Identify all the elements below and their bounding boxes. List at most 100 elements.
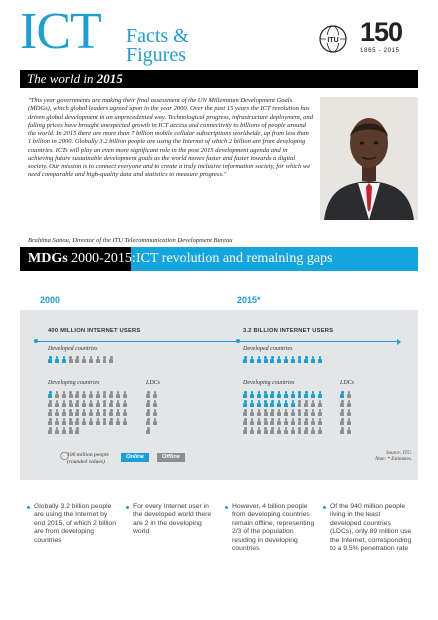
person-online-icon (61, 356, 67, 363)
developing-label-2015: Developing countries (243, 380, 295, 386)
legend-online: Online (121, 453, 149, 462)
person-offline-icon (95, 418, 100, 425)
person-offline-icon (82, 356, 87, 363)
person-offline-icon (250, 409, 255, 416)
person-offline-icon (256, 409, 262, 416)
person-offline-icon (61, 427, 67, 434)
person-online-icon (270, 400, 275, 407)
person-offline-icon (297, 409, 302, 416)
person-online-icon (277, 400, 282, 407)
grid-2000-ldcs (146, 391, 157, 434)
person-offline-icon (311, 427, 316, 434)
person-online-icon (250, 400, 255, 407)
mdg-heading: ICT revolution and remaining gaps (136, 251, 333, 266)
person-online-icon (304, 391, 309, 398)
person-offline-icon (122, 400, 128, 407)
person-offline-icon (82, 391, 87, 398)
person-offline-icon (270, 418, 275, 425)
person-offline-icon (61, 409, 67, 416)
person-online-icon (311, 391, 316, 398)
person-offline-icon (304, 409, 309, 416)
person-offline-icon (55, 400, 60, 407)
person-online-icon (340, 391, 345, 398)
person-online-icon (284, 356, 289, 363)
person-offline-icon (55, 418, 60, 425)
source-text: Source: ITU. (386, 451, 412, 456)
person-offline-icon (61, 400, 67, 407)
person-online-icon (256, 356, 262, 363)
person-online-icon (243, 356, 248, 363)
person-offline-icon (153, 409, 158, 416)
timeline-arrow-icon (397, 338, 401, 345)
person-offline-icon (153, 418, 158, 425)
person-offline-icon (89, 418, 94, 425)
itu-logo-icon: ITU (318, 24, 348, 54)
person-online-icon (297, 391, 302, 398)
person-offline-icon (102, 409, 107, 416)
person-online-icon (243, 391, 248, 398)
person-offline-icon (284, 409, 289, 416)
person-offline-icon (297, 418, 302, 425)
person-online-icon (250, 391, 255, 398)
person-offline-icon (146, 400, 151, 407)
person-offline-icon (250, 427, 255, 434)
person-offline-icon (290, 418, 295, 425)
person-online-icon (263, 391, 268, 398)
person-offline-icon (68, 391, 73, 398)
developed-label-2015: Developed countries (243, 346, 293, 352)
person-offline-icon (284, 418, 289, 425)
person-online-icon (304, 356, 309, 363)
person-offline-icon (250, 418, 255, 425)
person-legend-icon: ◯ (60, 451, 69, 460)
timeline-2015-dot (236, 339, 240, 343)
person-offline-icon (304, 427, 309, 434)
person-offline-icon (122, 409, 128, 416)
person-offline-icon (263, 418, 268, 425)
person-offline-icon (95, 409, 100, 416)
person-offline-icon (317, 427, 323, 434)
users-2000: 400 MILLION INTERNET USERS (48, 328, 141, 334)
person-offline-icon (95, 400, 100, 407)
person-offline-icon (347, 418, 352, 425)
mdg-years-label: MDGs 2000-2015: (20, 247, 136, 271)
person-offline-icon (55, 427, 60, 434)
note-text: Note: * Estimates. (375, 457, 412, 463)
person-online-icon (263, 356, 268, 363)
person-offline-icon (347, 427, 352, 434)
person-offline-icon (243, 427, 248, 434)
person-offline-icon (277, 418, 282, 425)
person-online-icon (297, 356, 302, 363)
ict-title: ICT (20, 3, 102, 60)
person-online-icon (270, 356, 275, 363)
person-offline-icon (82, 418, 87, 425)
person-offline-icon (317, 409, 323, 416)
person-offline-icon (68, 356, 73, 363)
person-offline-icon (304, 418, 309, 425)
person-offline-icon (297, 427, 302, 434)
person-online-icon (284, 400, 289, 407)
person-offline-icon (75, 409, 80, 416)
person-online-icon (277, 356, 282, 363)
timeline-start-dot (34, 339, 38, 343)
person-online-icon (48, 356, 53, 363)
person-offline-icon (109, 409, 114, 416)
facts-figures-title: Facts & Figures (126, 26, 189, 66)
figures-line: Figures (126, 44, 186, 66)
person-offline-icon (68, 427, 73, 434)
person-online-icon (55, 356, 60, 363)
anniversary-years: 1865 - 2015 (360, 47, 400, 54)
person-offline-icon (109, 391, 114, 398)
bullet-2: For every Internet user in the developed… (126, 503, 216, 537)
person-offline-icon (116, 418, 121, 425)
person-offline-icon (82, 400, 87, 407)
person-offline-icon (146, 391, 151, 398)
grid-2015-developing (243, 391, 322, 434)
person-offline-icon (277, 409, 282, 416)
person-offline-icon (102, 391, 107, 398)
person-online-icon (256, 391, 262, 398)
person-offline-icon (263, 409, 268, 416)
person-offline-icon (311, 409, 316, 416)
bullet-4: Of the 940 million people living in the … (323, 503, 413, 553)
infographic-panel (20, 310, 418, 480)
bullet-1: Globally 3.2 billion people are using th… (27, 503, 117, 545)
